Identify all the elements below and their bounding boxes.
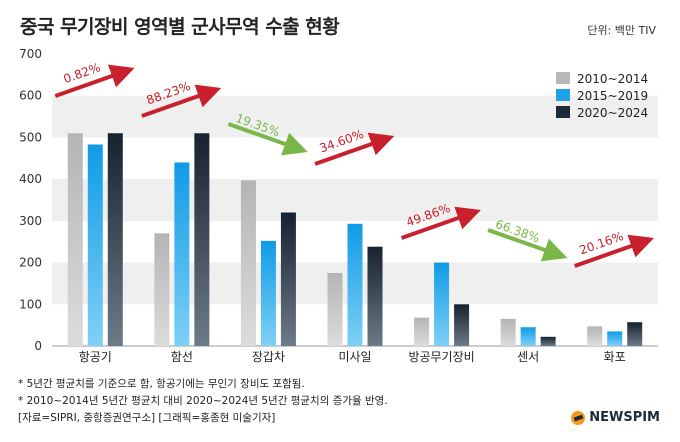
y-tick-label: 100 [19, 297, 42, 311]
bar [327, 273, 343, 346]
x-tick-label: 미사일 [338, 350, 371, 364]
bar [107, 133, 123, 346]
x-tick-label: 항공기 [79, 350, 112, 364]
bar [347, 223, 363, 346]
growth-label: 20.16% [577, 229, 625, 257]
legend-swatch [556, 72, 570, 84]
growth-arrow [227, 122, 308, 156]
logo-text: NEWSPIM [589, 410, 660, 425]
bar [500, 318, 516, 346]
bar [607, 331, 623, 346]
bar-chart: 0 100 200 300 400 500 600 700 항공기 함선 장갑차 미사일 방공무기장비… [19, 47, 658, 364]
y-tick-label: 200 [19, 256, 42, 270]
x-axis: 항공기 함선 장갑차 미사일 방공무기장비 센서 화포 [79, 350, 626, 364]
y-tick-label: 400 [19, 172, 42, 186]
legend-label: 2015~2019 [577, 89, 648, 103]
y-tick-label: 500 [19, 130, 42, 144]
y-tick-label: 600 [19, 89, 42, 103]
growth-arrow [400, 206, 481, 240]
bar [414, 317, 430, 346]
y-tick-label: 300 [19, 214, 42, 228]
bar [627, 322, 643, 346]
growth-arrow [314, 132, 395, 166]
legend-label: 2010~2014 [577, 72, 648, 86]
unit-label: 단위: 백만 TIV [587, 24, 656, 37]
x-tick-label: 센서 [517, 350, 539, 364]
growth-arrow [54, 64, 135, 98]
bar [240, 180, 256, 346]
footnotes: * 5년간 평균치를 기준으로 함, 항공기에는 무인기 장비도 포함됨. * … [18, 376, 388, 427]
bar [260, 240, 276, 346]
y-tick-label: 0 [34, 339, 42, 353]
bar [87, 144, 103, 346]
chart-title: 중국 무기장비 영역별 군사무역 수출 현황 [20, 16, 340, 38]
bar-series [67, 133, 643, 346]
growth-arrow [487, 228, 568, 262]
growth-arrow [574, 234, 655, 268]
growth-arrow [141, 84, 222, 118]
x-tick-label: 장갑차 [252, 350, 285, 364]
y-axis: 0 100 200 300 400 500 600 700 [19, 47, 42, 353]
bar [587, 326, 603, 346]
bar [454, 304, 470, 346]
logo-icon [571, 410, 586, 425]
bar [280, 212, 296, 346]
legend: 2010~2014 2015~2019 2020~2024 [556, 72, 648, 120]
x-tick-label: 화포 [604, 350, 626, 364]
footnote-1: * 5년간 평균치를 기준으로 함, 항공기에는 무인기 장비도 포함됨. [18, 378, 305, 390]
x-tick-label: 방공무기장비 [408, 350, 474, 364]
bar [174, 162, 190, 346]
legend-swatch [556, 106, 570, 118]
footnote-source: [자료=SIPRI, 중항증권연구소] [그래픽=홍종현 미술기자] [18, 412, 276, 424]
bar [194, 133, 210, 346]
bar [540, 336, 556, 346]
grid-band [52, 179, 658, 221]
newspim-logo: NEWSPIM [571, 410, 660, 425]
bar [434, 262, 450, 346]
legend-swatch [556, 89, 570, 101]
footnote-2: * 2010~2014년 5년간 평균치 대비 2020~2024년 5년간 평… [18, 395, 388, 407]
bar [367, 246, 383, 346]
bar [67, 133, 83, 346]
bar [154, 233, 170, 346]
x-tick-label: 함선 [171, 350, 193, 364]
legend-label: 2020~2024 [577, 106, 648, 120]
bar [520, 327, 536, 346]
y-tick-label: 700 [19, 47, 42, 61]
